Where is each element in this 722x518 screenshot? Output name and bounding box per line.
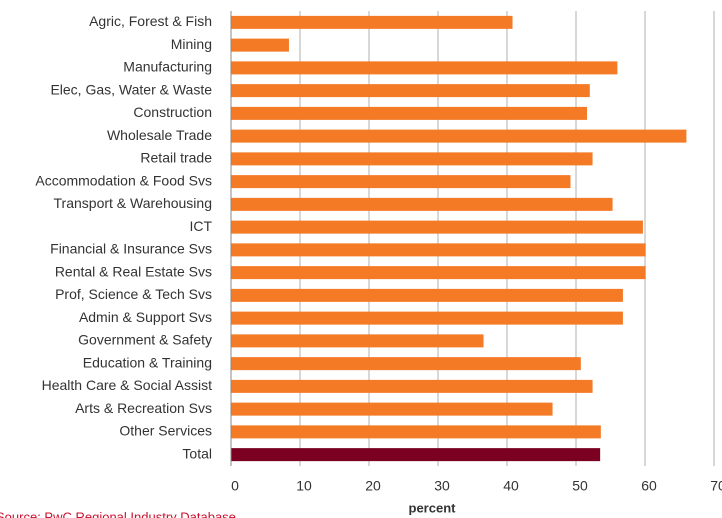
bar [231,61,618,75]
y-tick-label: Manufacturing [123,59,212,75]
bar [231,266,646,280]
x-tick-label: 30 [434,478,450,494]
bar [231,38,289,52]
bar [231,402,553,416]
x-tick-label: 70 [710,478,722,494]
x-tick-label: 20 [365,478,381,494]
bar [231,152,593,166]
y-tick-label: Wholesale Trade [107,127,212,143]
y-tick-label: Total [182,445,212,461]
bar [231,334,484,348]
bar [231,15,513,29]
bar [231,425,601,439]
y-tick-label: Agric, Forest & Fish [89,13,212,29]
bar [231,175,571,189]
y-tick-label: Arts & Recreation Svs [75,400,212,416]
x-tick-label: 60 [641,478,657,494]
y-tick-label: Construction [133,104,212,120]
bar [231,448,601,462]
y-tick-label: Admin & Support Svs [79,309,212,325]
y-tick-label: Rental & Real Estate Svs [55,263,212,279]
y-tick-label: Prof, Science & Tech Svs [55,286,212,302]
y-tick-label: Financial & Insurance Svs [50,241,212,257]
y-tick-label: Health Care & Social Assist [42,377,213,393]
x-tick-label: 40 [503,478,519,494]
bar [231,379,593,393]
y-tick-label: Retail trade [140,150,212,166]
source-note: Source: PwC Regional Industry Database [0,509,236,518]
bar [231,311,623,325]
y-tick-label: Transport & Warehousing [54,195,212,211]
bar [231,220,643,234]
y-tick-label: Other Services [119,423,212,439]
y-tick-label: Accommodation & Food Svs [35,172,212,188]
y-tick-label: Education & Training [83,354,212,370]
bar [231,243,646,257]
bar [231,197,613,211]
x-tick-label: 10 [296,478,312,494]
y-tick-label: Elec, Gas, Water & Waste [50,81,212,97]
bar [231,106,588,120]
bar [231,357,581,371]
x-axis-label: percent [409,500,457,515]
y-tick-label: Government & Safety [78,332,212,348]
bar [231,288,623,302]
x-tick-label: 0 [231,478,239,494]
bar [231,84,590,98]
bar [231,129,687,143]
y-tick-label: Mining [171,36,212,52]
x-tick-label: 50 [572,478,588,494]
y-tick-label: ICT [189,218,212,234]
